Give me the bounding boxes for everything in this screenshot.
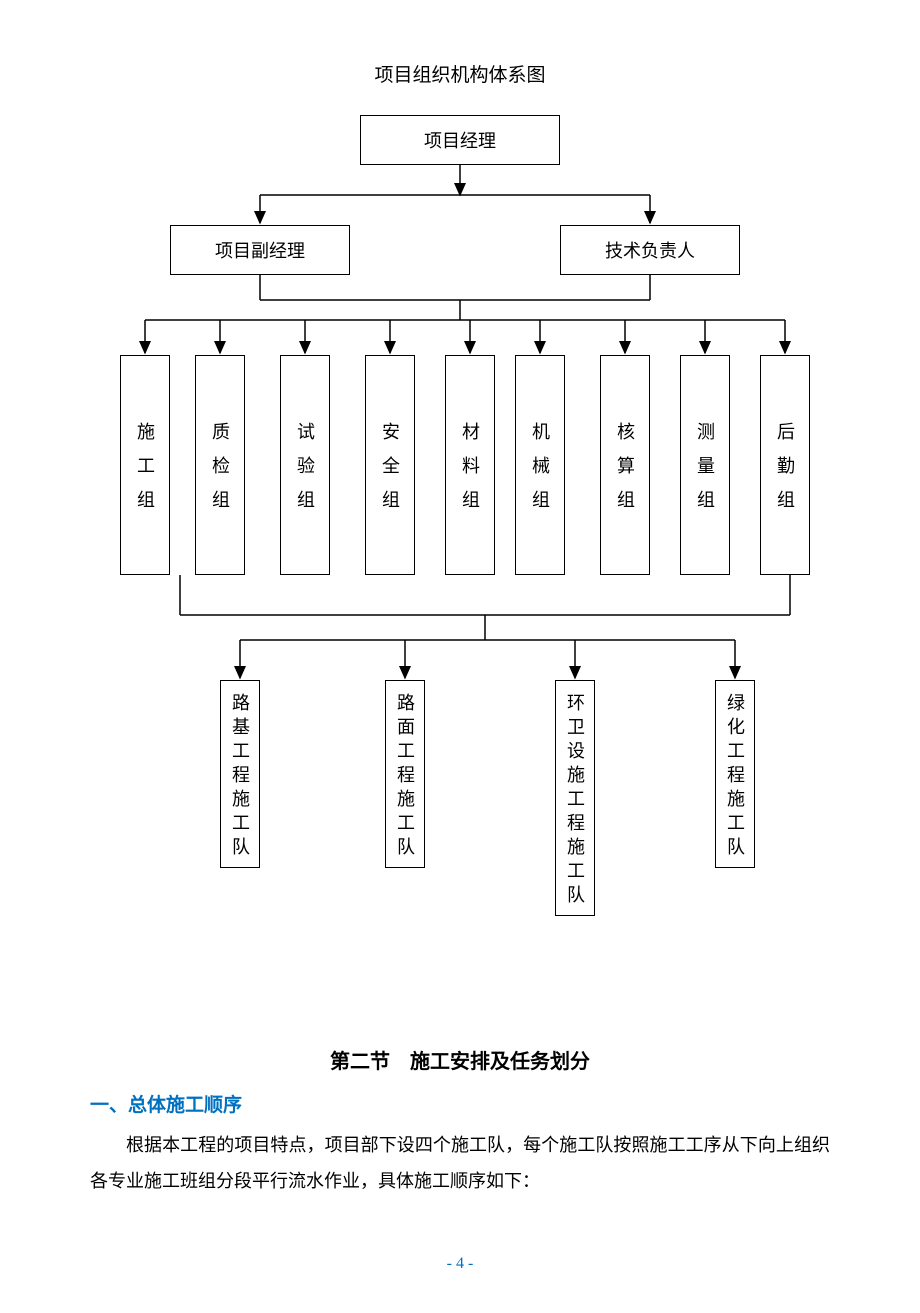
node-group-7: 测量组 [680,355,730,575]
node-team-1: 路面工程施工队 [385,680,425,868]
diagram-title: 项目组织机构体系图 [90,60,830,87]
node-group-2: 试验组 [280,355,330,575]
node-group-8: 后勤组 [760,355,810,575]
node-group-5: 机械组 [515,355,565,575]
node-team-2: 环卫设施工程施工队 [555,680,595,916]
node-group-3: 安全组 [365,355,415,575]
node-tech-lead: 技术负责人 [560,225,740,275]
org-chart: 项目经理 项目副经理 技术负责人 施工组质检组试验组安全组材料组机械组核算组测量… [90,115,830,1005]
node-group-4: 材料组 [445,355,495,575]
body-paragraph: 根据本工程的项目特点，项目部下设四个施工队，每个施工队按照施工工序从下向上组织各… [90,1127,830,1199]
node-project-manager: 项目经理 [360,115,560,165]
node-group-1: 质检组 [195,355,245,575]
node-deputy-manager: 项目副经理 [170,225,350,275]
subheading: 一、总体施工顺序 [90,1090,830,1117]
node-group-0: 施工组 [120,355,170,575]
node-team-3: 绿化工程施工队 [715,680,755,868]
node-group-6: 核算组 [600,355,650,575]
section-header: 第二节 施工安排及任务划分 [90,1045,830,1074]
page-number: - 4 - [90,1255,830,1273]
node-team-0: 路基工程施工队 [220,680,260,868]
